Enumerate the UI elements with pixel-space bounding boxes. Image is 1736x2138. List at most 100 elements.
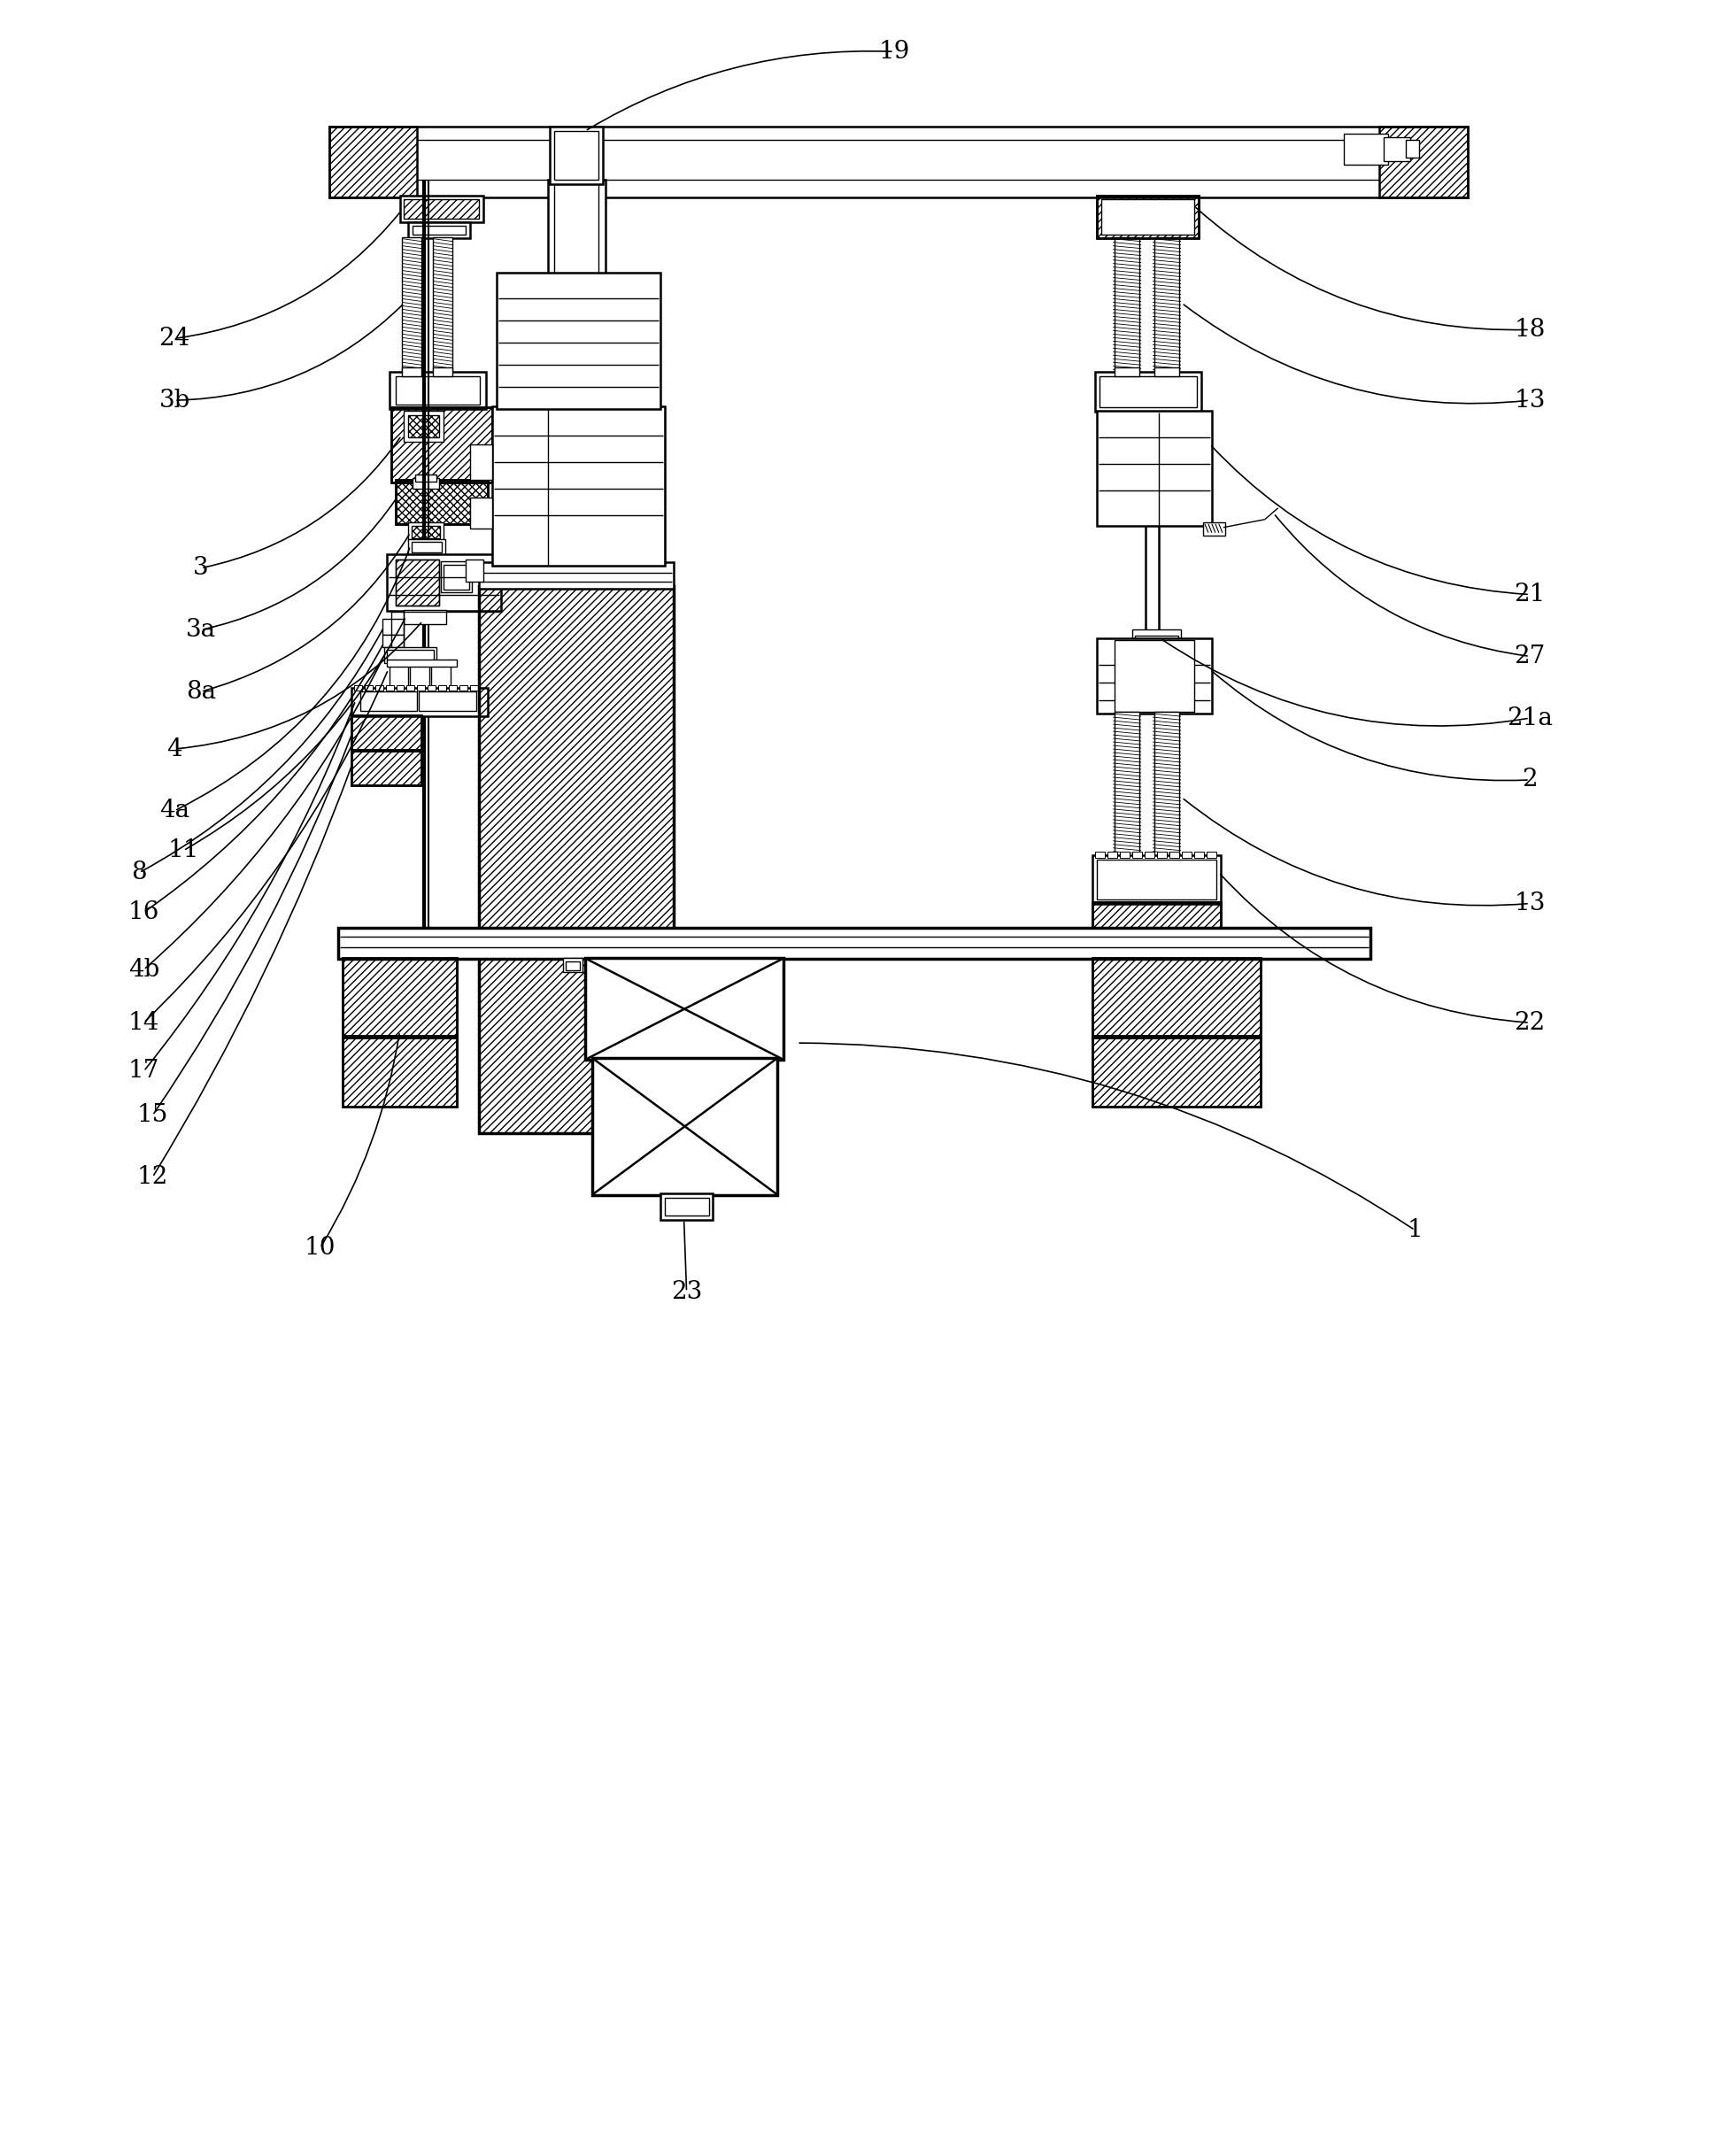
Text: 16: 16 — [128, 900, 160, 924]
Bar — [396, 686, 404, 691]
Bar — [566, 962, 580, 971]
Bar — [403, 237, 422, 374]
Text: 1: 1 — [1406, 1219, 1424, 1242]
Bar — [384, 648, 437, 663]
Bar — [342, 958, 457, 1037]
Bar — [429, 686, 436, 691]
Bar — [415, 475, 437, 481]
Bar — [1182, 851, 1191, 857]
Bar — [592, 1058, 778, 1195]
Bar — [389, 372, 486, 408]
Bar — [404, 199, 479, 218]
Bar — [554, 130, 599, 180]
Bar — [434, 237, 453, 374]
Text: 17: 17 — [128, 1058, 160, 1084]
Bar — [408, 415, 439, 438]
Bar — [1203, 522, 1226, 534]
Text: 24: 24 — [160, 327, 191, 351]
Bar — [351, 716, 422, 750]
Bar — [1154, 368, 1179, 376]
Bar — [413, 479, 439, 490]
Bar — [382, 620, 404, 635]
Bar — [1207, 851, 1217, 857]
Bar — [410, 663, 431, 691]
Text: 10: 10 — [304, 1236, 337, 1259]
Text: 14: 14 — [128, 1011, 160, 1035]
Text: 3b: 3b — [160, 389, 191, 413]
Bar — [585, 958, 783, 1060]
Text: 13: 13 — [1514, 892, 1545, 915]
Text: 22: 22 — [1514, 1011, 1545, 1035]
Text: 4b: 4b — [128, 958, 160, 981]
Bar — [444, 564, 469, 590]
Bar — [351, 716, 422, 750]
Bar — [342, 958, 457, 1037]
Bar — [432, 663, 451, 691]
Text: 21a: 21a — [1507, 706, 1552, 729]
Bar — [399, 195, 484, 222]
Bar — [470, 686, 477, 691]
Bar — [1132, 851, 1142, 857]
Bar — [396, 376, 481, 404]
Bar — [441, 560, 472, 592]
Bar — [342, 1037, 457, 1107]
Bar — [1380, 126, 1469, 197]
Bar — [660, 1193, 713, 1219]
Bar — [413, 224, 465, 235]
Bar — [1144, 851, 1154, 857]
Bar — [396, 479, 488, 524]
Bar — [351, 688, 488, 716]
Bar — [1154, 712, 1179, 857]
Bar — [493, 406, 665, 564]
Bar — [439, 686, 446, 691]
Bar — [351, 750, 422, 785]
Bar — [1194, 851, 1203, 857]
Bar — [330, 126, 417, 197]
Bar — [382, 635, 404, 648]
Bar — [404, 410, 444, 443]
Bar — [550, 126, 602, 184]
Bar — [1099, 376, 1196, 408]
Bar — [342, 1037, 457, 1107]
Bar — [1344, 135, 1389, 165]
Bar — [1097, 195, 1198, 237]
Bar — [406, 686, 415, 691]
Text: 3a: 3a — [186, 618, 217, 641]
Bar — [396, 560, 439, 605]
Bar — [1097, 195, 1198, 237]
Bar — [387, 554, 502, 611]
Text: 21: 21 — [1514, 582, 1545, 607]
Bar — [408, 222, 470, 237]
Bar — [1101, 199, 1194, 235]
Text: 15: 15 — [137, 1103, 168, 1127]
Text: 8a: 8a — [186, 680, 217, 703]
Bar — [351, 750, 422, 785]
Text: 18: 18 — [1514, 319, 1545, 342]
Bar — [1092, 902, 1220, 936]
Bar — [417, 686, 425, 691]
Bar — [1154, 237, 1179, 374]
Bar — [1384, 137, 1410, 160]
Text: 3: 3 — [193, 556, 208, 579]
Bar — [1406, 139, 1420, 158]
Bar — [479, 562, 674, 588]
Bar — [1097, 410, 1212, 526]
Bar — [1115, 712, 1139, 857]
Bar — [1158, 851, 1167, 857]
Bar — [1092, 1037, 1260, 1107]
Bar — [408, 539, 446, 554]
Bar — [1092, 855, 1220, 904]
Bar — [385, 686, 394, 691]
Bar — [1097, 639, 1212, 714]
Bar — [434, 368, 453, 376]
Bar — [460, 686, 467, 691]
Bar — [1097, 859, 1217, 900]
Bar — [665, 1197, 708, 1214]
Bar — [330, 126, 1469, 197]
Bar — [1092, 958, 1260, 1037]
Bar — [465, 560, 484, 582]
Bar — [396, 560, 439, 605]
Bar — [1115, 237, 1139, 374]
Bar — [1115, 641, 1194, 712]
Bar — [1095, 851, 1106, 857]
